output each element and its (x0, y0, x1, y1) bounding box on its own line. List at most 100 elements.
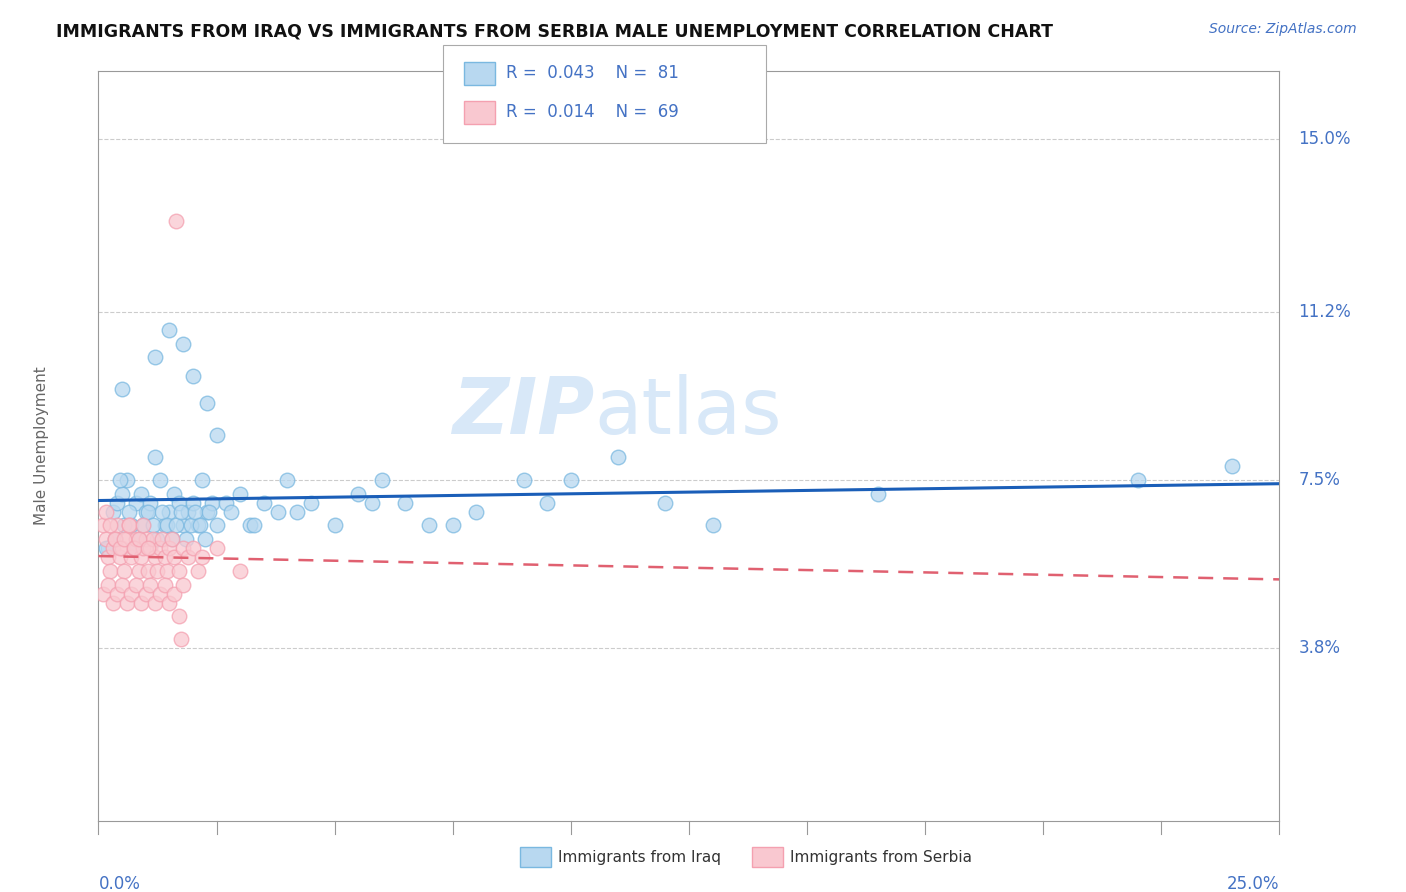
Point (129, 486, 152, 500)
Point (111, 541, 134, 556)
Point (101, 596, 124, 610)
Point (167, 609, 190, 624)
Point (163, 486, 186, 500)
Point (170, 632, 193, 646)
Point (157, 505, 180, 519)
Point (512, 473, 534, 487)
Point (129, 596, 152, 610)
Point (91, 518, 114, 533)
Point (177, 505, 200, 519)
Point (143, 550, 166, 565)
Point (115, 596, 138, 610)
Point (104, 532, 127, 546)
Point (229, 564, 252, 578)
Point (108, 473, 131, 487)
Point (149, 586, 172, 600)
Point (172, 577, 194, 591)
Point (135, 586, 157, 600)
Point (219, 505, 242, 519)
Point (160, 532, 183, 546)
Point (115, 532, 138, 546)
Point (129, 550, 152, 565)
Point (97, 550, 120, 565)
Point (347, 486, 370, 500)
Text: R =  0.014    N =  69: R = 0.014 N = 69 (506, 103, 679, 121)
Point (136, 505, 159, 519)
Point (112, 532, 135, 546)
Point (165, 518, 187, 533)
Point (191, 550, 214, 565)
Point (323, 518, 346, 533)
Point (91, 586, 114, 600)
Point (139, 496, 162, 510)
Point (143, 450, 166, 465)
Point (167, 564, 190, 578)
Point (139, 541, 162, 556)
Text: IMMIGRANTS FROM IRAQ VS IMMIGRANTS FROM SERBIA MALE UNEMPLOYMENT CORRELATION CHA: IMMIGRANTS FROM IRAQ VS IMMIGRANTS FROM … (56, 22, 1053, 40)
Point (184, 505, 207, 519)
Point (97, 541, 120, 556)
Point (157, 596, 180, 610)
Text: ZIP: ZIP (453, 374, 595, 450)
Point (136, 541, 159, 556)
Point (143, 596, 166, 610)
Point (105, 586, 128, 600)
Point (163, 550, 186, 565)
Point (156, 564, 179, 578)
Point (118, 518, 141, 533)
Point (94, 505, 117, 519)
Point (702, 518, 724, 533)
Point (128, 532, 150, 546)
Point (607, 450, 630, 465)
Point (194, 532, 217, 546)
Point (150, 505, 173, 519)
Point (285, 505, 308, 519)
Text: Source: ZipAtlas.com: Source: ZipAtlas.com (1209, 22, 1357, 37)
Point (172, 518, 194, 533)
Point (267, 505, 290, 519)
Point (108, 541, 131, 556)
Point (146, 564, 169, 578)
Point (187, 564, 209, 578)
Point (187, 518, 209, 533)
Point (229, 486, 252, 500)
Point (560, 473, 582, 487)
Point (142, 518, 165, 533)
Point (239, 518, 262, 533)
Point (201, 496, 224, 510)
Point (143, 351, 166, 365)
Point (121, 518, 143, 533)
Point (125, 577, 148, 591)
Point (172, 336, 194, 351)
Point (181, 541, 204, 556)
Point (205, 541, 228, 556)
Point (149, 541, 172, 556)
Point (361, 496, 384, 510)
Point (135, 505, 157, 519)
Point (104, 532, 127, 546)
Point (122, 541, 145, 556)
Point (132, 541, 155, 556)
Text: atlas: atlas (595, 374, 782, 450)
Point (465, 505, 488, 519)
Text: 15.0%: 15.0% (1298, 130, 1351, 148)
Text: 3.8%: 3.8% (1298, 639, 1340, 657)
Point (1126, 473, 1149, 487)
Point (98, 518, 121, 533)
Point (174, 532, 197, 546)
Point (181, 496, 204, 510)
Point (105, 518, 128, 533)
Point (149, 473, 172, 487)
Point (299, 496, 322, 510)
Point (98, 564, 121, 578)
Text: Immigrants from Serbia: Immigrants from Serbia (790, 850, 972, 864)
Point (142, 532, 165, 546)
Point (188, 518, 211, 533)
Point (195, 396, 218, 410)
Point (157, 323, 180, 337)
Point (165, 214, 187, 228)
Text: R =  0.043    N =  81: R = 0.043 N = 81 (506, 64, 679, 82)
Point (112, 564, 135, 578)
Point (394, 496, 416, 510)
Point (111, 382, 134, 396)
